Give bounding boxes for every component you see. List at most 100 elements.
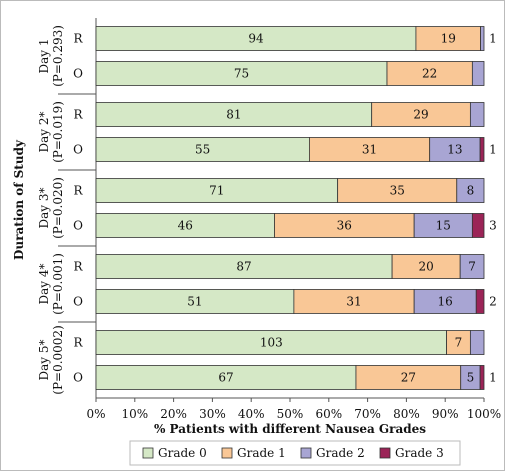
p-value-label: (P=0.001) [51,253,65,315]
bar-segment [471,213,485,238]
bar-segment [469,102,485,127]
x-tick-label: 0% [86,407,105,421]
row-label: R [73,260,83,274]
bar-segment [475,289,485,314]
bar-value-label: 46 [178,218,193,232]
bar-segment [480,26,485,51]
y-axis-title: Duration of Study [12,139,26,260]
bar-value-label: 8 [467,184,475,198]
bar-value-label: 103 [260,336,283,350]
x-tick-label: 20% [160,407,187,421]
row-label: O [73,66,83,80]
bar-value-label: 29 [413,108,428,122]
bar-segment [479,137,485,162]
bar-segment [413,289,477,314]
plot-area: 0% 10% 20% 30% 40% 50% 60% 70% 80% 90% 100%Day 1 (P… [37,18,501,421]
bar-segment [95,61,388,86]
bar-outside-label: 3 [489,218,497,232]
bar-value-label: 15 [436,218,451,232]
bar-segment [337,178,458,203]
bar-value-label: 19 [441,32,456,46]
x-tick-label: 70% [354,407,381,421]
x-axis-title: % Patients with different Nausea Grades [154,422,426,436]
bar-segment [95,254,393,279]
row-label: R [73,108,83,122]
bar-segment [469,330,485,355]
bar-value-label: 5 [467,370,475,384]
x-tick-label: 80% [393,407,420,421]
bar-value-label: 51 [187,294,202,308]
bar-value-label: 31 [346,294,361,308]
bar-outside-label: 1 [489,370,497,384]
bar-value-label: 71 [209,184,224,198]
row-label: R [73,184,83,198]
bar-value-label: 35 [390,184,405,198]
bar-segment [413,213,473,238]
bar-segment [355,365,462,390]
bar-segment [371,102,471,127]
row-label: O [73,142,83,156]
bar-value-label: 67 [218,370,233,384]
bar-segment [95,365,357,390]
row-label: O [73,218,83,232]
bar-value-label: 7 [455,336,463,350]
bar-value-label: 36 [337,218,352,232]
row-label: O [73,370,83,384]
bar-outside-label: 1 [489,32,497,46]
legend-label: Grade 0 [158,446,207,460]
p-value-label: (P=0.0002) [51,325,65,394]
x-tick-label: 40% [238,407,265,421]
row-label: R [73,32,83,46]
p-value-label: (P=0.020) [51,177,65,239]
bar-segment [95,102,373,127]
day-label: Day 2* [37,111,51,152]
legend-swatch [300,447,312,459]
bar-value-label: 27 [401,370,416,384]
x-tick-label: 90% [432,407,459,421]
day-label: Day 4* [37,263,51,304]
x-tick-label: 10% [121,407,148,421]
p-value-label: (P=0.293) [51,25,65,87]
row-label: R [73,336,83,350]
day-label: Day 3* [37,187,51,228]
day-label: Day 5* [37,339,51,380]
bar-segment [459,254,485,279]
bar-value-label: 94 [248,32,264,46]
legend-label: Grade 3 [395,446,444,460]
legend-box [129,440,461,466]
x-tick-label: 100% [467,407,501,421]
legend-swatch [221,447,233,459]
bar-segment [415,26,481,51]
p-value-label: (P=0.019) [51,101,65,163]
bar-segment [95,289,295,314]
bar-value-label: 22 [422,66,437,80]
bar-value-label: 55 [195,142,210,156]
bar-value-label: 75 [234,66,249,80]
bar-value-label: 13 [447,142,462,156]
legend-label: Grade 2 [316,446,365,460]
bar-segment [95,26,417,51]
bar-value-label: 20 [418,260,433,274]
x-tick-label: 50% [277,407,304,421]
bar-outside-label: 1 [489,142,497,156]
row-label: O [73,294,83,308]
bar-segment [95,137,310,162]
legend: Grade 0 Grade 1 Grade 2 Grade 3 [129,440,461,466]
legend-swatch [142,447,154,459]
bar-segment [95,178,339,203]
x-tick-label: 60% [315,407,342,421]
bar-outside-label: 2 [489,294,497,308]
bar-segment [456,178,485,203]
x-tick-label: 30% [199,407,226,421]
bar-value-label: 87 [236,260,251,274]
legend-label: Grade 1 [237,446,286,460]
bar-segment [293,289,415,314]
day-label: Day 1 [37,38,51,73]
bar-segment [308,137,431,162]
bar-value-label: 7 [468,260,476,274]
bar-segment [479,365,485,390]
bar-value-label: 31 [362,142,377,156]
bar-segment [471,61,485,86]
